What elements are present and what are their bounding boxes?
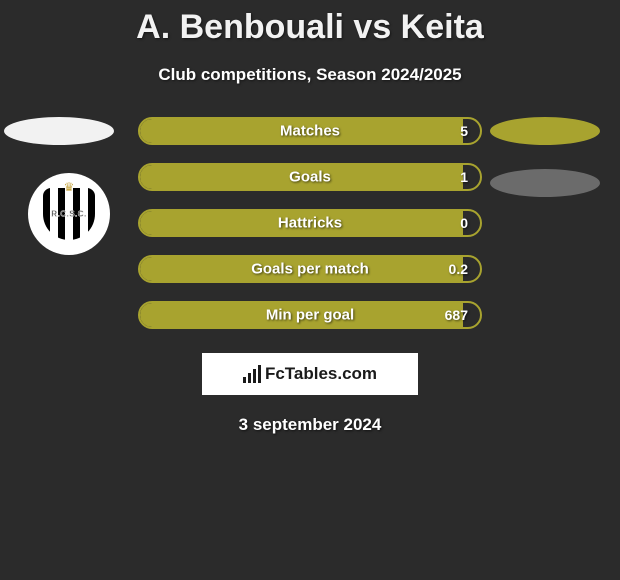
- stat-value: 0.2: [449, 261, 468, 277]
- stat-value: 5: [460, 123, 468, 139]
- stat-label: Hattricks: [278, 215, 342, 232]
- stat-label: Goals: [289, 169, 331, 186]
- club-badge-text: R.C.S.C.: [51, 210, 87, 219]
- stat-bar: Hattricks 0: [138, 209, 482, 237]
- stat-label: Matches: [280, 123, 340, 140]
- stat-bar: Goals per match 0.2: [138, 255, 482, 283]
- brand-bars-icon: [243, 365, 261, 383]
- page-title: A. Benbouali vs Keita: [0, 0, 620, 47]
- club-badge-inner: ♛ R.C.S.C.: [43, 188, 95, 240]
- stat-bar: Goals 1: [138, 163, 482, 191]
- subtitle: Club competitions, Season 2024/2025: [0, 65, 620, 85]
- comparison-area: ♛ R.C.S.C. Matches 5 Goals 1 Hattricks 0 Goals…: [0, 117, 620, 329]
- stat-value: 0: [460, 215, 468, 231]
- player-right-placeholder-1: [490, 117, 600, 145]
- stat-label: Min per goal: [266, 307, 354, 324]
- stat-value: 1: [460, 169, 468, 185]
- club-badge: ♛ R.C.S.C.: [28, 173, 110, 255]
- crown-icon: ♛: [64, 180, 75, 194]
- brand-text: FcTables.com: [265, 364, 377, 384]
- stat-label: Goals per match: [251, 261, 369, 278]
- stat-value: 687: [445, 307, 468, 323]
- stat-bar: Matches 5: [138, 117, 482, 145]
- player-left-placeholder: [4, 117, 114, 145]
- brand-box[interactable]: FcTables.com: [202, 353, 418, 395]
- date-text: 3 september 2024: [0, 415, 620, 435]
- stat-bar: Min per goal 687: [138, 301, 482, 329]
- player-right-placeholder-2: [490, 169, 600, 197]
- stats-bars: Matches 5 Goals 1 Hattricks 0 Goals per match 0…: [138, 117, 482, 329]
